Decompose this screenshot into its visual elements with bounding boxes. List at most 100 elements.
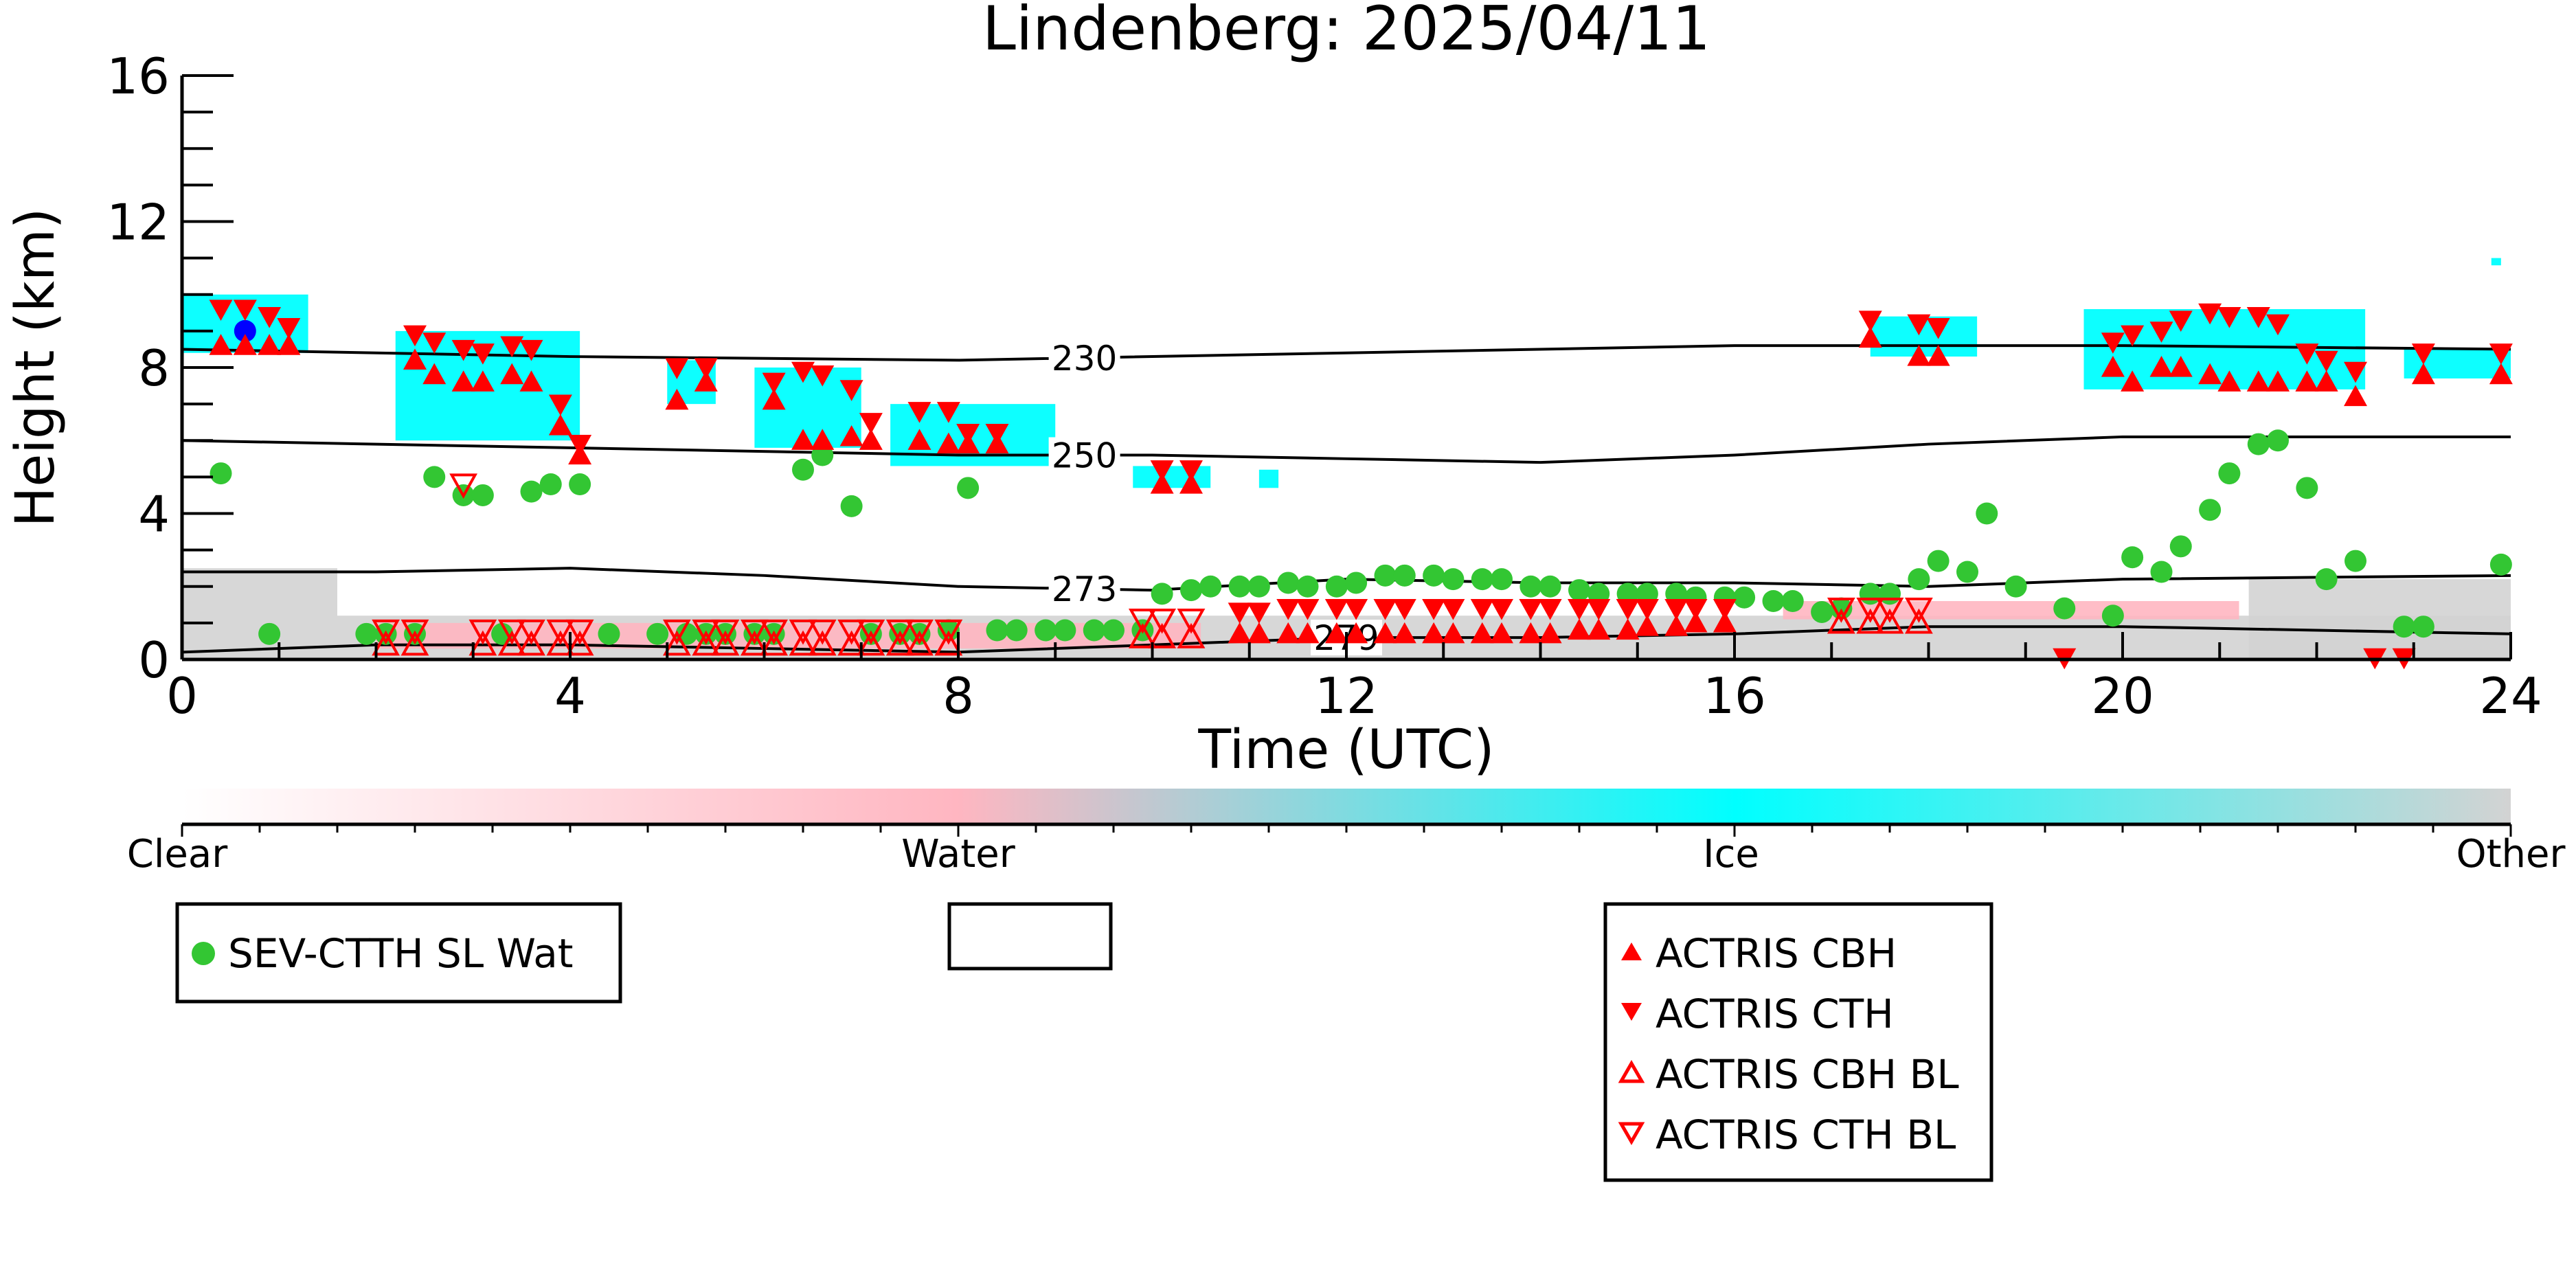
marker-actris-cth: [1228, 602, 1252, 624]
marker-actris-cth-bl: [565, 619, 594, 645]
y-axis-label: Height (km): [5, 208, 67, 528]
marker-sev-ctth-sl-wat: [2247, 433, 2270, 455]
marker-actris-cth: [1470, 599, 1494, 620]
marker-actris-cbh: [1392, 622, 1416, 644]
marker-actris-cth: [1858, 310, 1882, 332]
marker-sev-ctth-sl-wat: [1568, 579, 1590, 602]
marker-sev-ctth-sl-wat: [1374, 564, 1397, 587]
marker-actris-cth: [1568, 599, 1591, 620]
marker-actris-cbh: [1490, 622, 1513, 644]
cloud-region-other: [2248, 579, 2511, 659]
marker-actris-cth: [1296, 599, 1320, 620]
marker-actris-cbh-bl: [400, 630, 429, 656]
marker-actris-cth: [956, 424, 980, 445]
marker-actris-cbh-bl: [517, 630, 545, 656]
marker-actris-cth-bl: [692, 619, 721, 645]
legend-marker-triangle-up-open: [1618, 1059, 1645, 1083]
marker-actris-cth: [839, 380, 863, 401]
marker-actris-cth: [1179, 460, 1203, 482]
marker-actris-cth-bl: [1856, 598, 1885, 623]
marker-actris-cbh: [1587, 618, 1611, 640]
legend-box: [1603, 902, 1993, 1182]
marker-actris-cth-bl: [711, 619, 740, 645]
marker-actris-cth: [1587, 599, 1611, 620]
marker-sev-ctth-sl-wat: [1005, 619, 1028, 642]
marker-actris-cth: [1441, 599, 1465, 620]
marker-sev-ctth-sl-wat: [258, 622, 281, 645]
legend-label-cbh: ACTRIS CBH: [1656, 930, 1897, 977]
marker-actris-cbh: [1664, 615, 1688, 636]
marker-actris-cth-bl: [497, 619, 526, 645]
marker-actris-cbh-bl: [1875, 608, 1904, 634]
marker-actris-cth: [665, 358, 689, 379]
marker-actris-cth: [519, 339, 543, 361]
axes: 0 4 8 12 16 0 4 8 12 16 20 24: [106, 47, 2542, 725]
marker-sev-ctth-sl-wat: [569, 473, 591, 495]
marker-actris-cbh: [2101, 356, 2125, 377]
marker-actris-cth: [1324, 599, 1348, 620]
marker-actris-cbh: [277, 334, 301, 355]
legend-empty: [947, 902, 1113, 971]
marker-actris-cbh: [1470, 622, 1494, 644]
marker-actris-cth-bl: [1148, 608, 1177, 634]
marker-sev-ctth-sl-wat: [1956, 561, 1978, 583]
marker-actris-cth: [1684, 599, 1708, 620]
y-tick-label: 8: [138, 339, 170, 397]
marker-actris-cth: [2121, 325, 2145, 347]
marker-actris-cth-bl: [740, 619, 769, 645]
marker-actris-cth-bl: [1904, 598, 1933, 623]
marker-actris-cbh: [451, 370, 475, 392]
y-tick-label: 4: [138, 486, 170, 543]
marker-sev-ctth-sl-wat: [1393, 564, 1416, 587]
marker-actris-cth: [2246, 307, 2270, 328]
marker-actris-cbh: [1247, 622, 1271, 644]
marker-actris-cth-bl: [1128, 608, 1157, 634]
cloud-region-ice: [2491, 258, 2501, 266]
marker-actris-cth: [1490, 599, 1513, 620]
legend-label-cth: ACTRIS CTH: [1656, 991, 1894, 1037]
colorbar-label-other: Other: [2456, 832, 2566, 877]
marker-actris-cth: [2344, 361, 2367, 383]
marker-sev-ctth-sl-wat: [423, 466, 446, 488]
colorbar-ticks: [181, 824, 2512, 837]
marker-actris-cth-bl: [1827, 598, 1855, 623]
marker-actris-cth: [762, 372, 786, 394]
legend-box: [947, 902, 1113, 971]
marker-actris-cth-bl: [760, 619, 789, 645]
marker-actris-cbh: [1179, 473, 1203, 494]
marker-actris-cth: [451, 339, 475, 361]
marker-actris-cbh-bl: [885, 630, 914, 656]
marker-actris-cth-bl: [885, 619, 914, 645]
marker-actris-cth-bl: [517, 619, 545, 645]
x-tick-label: 16: [1703, 667, 1766, 725]
marker-actris-cth: [209, 300, 233, 321]
marker-actris-cbh: [1568, 618, 1591, 640]
marker-actris-cth: [985, 424, 1009, 445]
marker-sev-ctth-sl-wat: [1976, 502, 1998, 525]
x-axis-label: Time (UTC): [1197, 719, 1494, 781]
marker-sev-ctth-sl-wat: [2121, 546, 2144, 569]
marker-actris-cbh: [1324, 622, 1348, 644]
marker-actris-cth-bl: [1875, 598, 1904, 623]
marker-actris-cth: [1422, 599, 1446, 620]
x-tick-label: 12: [1315, 667, 1378, 725]
marker-actris-cbh: [839, 425, 863, 447]
marker-actris-cbh: [2246, 370, 2270, 392]
marker-actris-cbh: [694, 370, 718, 392]
marker-actris-cbh: [422, 363, 447, 385]
marker-sev-ctth-sl-wat: [1733, 586, 1756, 609]
marker-sev-ctth-sl-wat: [1199, 575, 1222, 598]
marker-sev-ctth-sl-wat: [1491, 568, 1513, 591]
marker-actris-cbh-bl: [934, 630, 963, 656]
colorbar-gradient: [182, 789, 2511, 823]
contour-label-250: 250: [1052, 436, 1117, 476]
marker-actris-cth: [403, 325, 427, 347]
contour-line-230: [182, 344, 2511, 362]
marker-actris-cbh: [2169, 356, 2193, 377]
x-tick-label: 8: [942, 667, 974, 725]
marker-actris-cth: [1344, 599, 1368, 620]
marker-actris-cth: [1635, 599, 1659, 620]
marker-sev-ctth-sl-wat: [1830, 597, 1853, 620]
marker-actris-cbh-bl: [789, 630, 817, 656]
